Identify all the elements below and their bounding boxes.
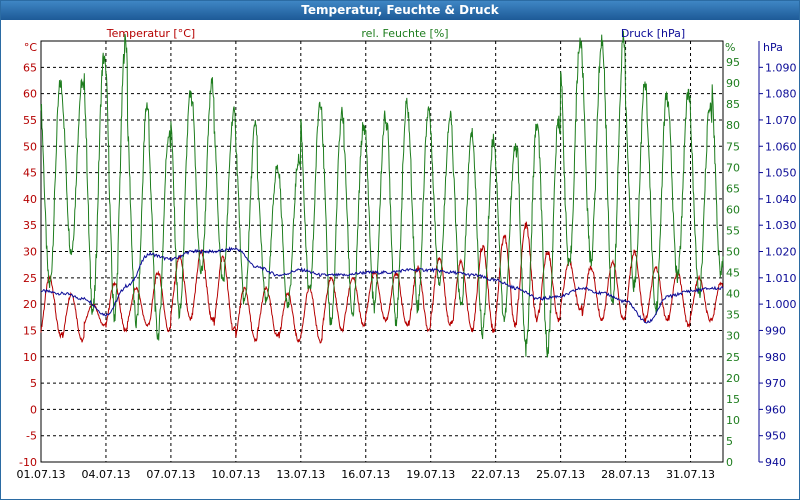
- temperature-unit-label: °C: [24, 41, 38, 54]
- humidity-tick-label: 15: [726, 393, 740, 406]
- temperature-tick-label: 65: [23, 61, 37, 74]
- pressure-tick-label: 1.070: [765, 114, 797, 127]
- pressure-tick-label: 1.050: [765, 167, 797, 180]
- chart-canvas: 01.07.13 04.07.13 07.07.13 10.07.13 13.07.13…: [17, 27, 797, 481]
- humidity-tick-label: 70: [726, 161, 740, 174]
- temperature-tick-label: 10: [23, 351, 37, 364]
- pressure-axis-title: Druck [hPa]: [621, 27, 685, 40]
- pressure-tick-label: 1.010: [765, 272, 797, 285]
- x-tick-label: 16.07.13: [341, 468, 390, 481]
- humidity-tick-label: 55: [726, 224, 740, 237]
- pressure-tick-label: 1.000: [765, 298, 797, 311]
- humidity-tick-label: 25: [726, 351, 740, 364]
- pressure-unit-label: hPa: [763, 41, 783, 54]
- pressure-tick-label: 940: [765, 456, 786, 469]
- humidity-tick-label: 30: [726, 330, 740, 343]
- grid: [40, 41, 723, 463]
- humidity-tick-label: 95: [726, 56, 740, 69]
- humidity-tick-label: 60: [726, 203, 740, 216]
- pressure-tick-label: 1.040: [765, 193, 797, 206]
- humidity-tick-label: 20: [726, 372, 740, 385]
- x-tick-label: 07.07.13: [146, 468, 195, 481]
- humidity-tick-label: 85: [726, 98, 740, 111]
- temperature-tick-label: 20: [23, 298, 37, 311]
- pressure-tick-label: 970: [765, 377, 786, 390]
- temperature-tick-label: 40: [23, 193, 37, 206]
- temperature-tick-label: 55: [23, 114, 37, 127]
- pressure-tick-label: 980: [765, 351, 786, 364]
- temperature-tick-label: 35: [23, 219, 37, 232]
- temperature-tick-label: 60: [23, 88, 37, 101]
- pressure-tick-label: 950: [765, 430, 786, 443]
- pressure-tick-label: 990: [765, 324, 786, 337]
- humidity-tick-label: 10: [726, 414, 740, 427]
- x-tick-label: 13.07.13: [276, 468, 325, 481]
- x-tick-label: 10.07.13: [211, 468, 260, 481]
- axis-ticks: 01.07.13 04.07.13 07.07.13 10.07.13 13.07.13…: [17, 56, 797, 481]
- pressure-tick-label: 1.020: [765, 246, 797, 259]
- humidity-tick-label: 65: [726, 182, 740, 195]
- x-tick-label: 25.07.13: [536, 468, 585, 481]
- temperature-tick-label: 45: [23, 167, 37, 180]
- humidity-tick-label: 80: [726, 119, 740, 132]
- temperature-axis-title: Temperatur [°C]: [106, 27, 195, 40]
- humidity-tick-label: 0: [726, 456, 733, 469]
- temperature-tick-label: 0: [30, 403, 37, 416]
- humidity-tick-label: 35: [726, 309, 740, 322]
- pressure-tick-label: 1.080: [765, 88, 797, 101]
- temperature-tick-label: 15: [23, 324, 37, 337]
- pressure-tick-label: 1.090: [765, 61, 797, 74]
- temperature-tick-label: 30: [23, 246, 37, 259]
- temperature-tick-label: -5: [26, 430, 37, 443]
- temperature-tick-label: 5: [30, 377, 37, 390]
- humidity-tick-label: 40: [726, 288, 740, 301]
- x-tick-label: 01.07.13: [17, 468, 66, 481]
- x-tick-label: 31.07.13: [666, 468, 715, 481]
- temperature-tick-label: -10: [19, 456, 37, 469]
- temperature-tick-label: 50: [23, 140, 37, 153]
- humidity-tick-label: 90: [726, 77, 740, 90]
- pressure-tick-label: 960: [765, 403, 786, 416]
- humidity-tick-label: 5: [726, 435, 733, 448]
- pressure-series-line: [40, 246, 724, 324]
- humidity-axis-title: rel. Feuchte [%]: [361, 27, 448, 40]
- x-tick-label: 04.07.13: [81, 468, 130, 481]
- humidity-tick-label: 45: [726, 267, 740, 280]
- temperature-series-line: [40, 221, 724, 344]
- humidity-tick-label: 50: [726, 246, 740, 259]
- humidity-unit-label: %: [725, 41, 735, 54]
- x-tick-label: 19.07.13: [406, 468, 455, 481]
- humidity-tick-label: 75: [726, 140, 740, 153]
- x-tick-label: 22.07.13: [471, 468, 520, 481]
- series-layer: [40, 30, 724, 358]
- window-title: Temperatur, Feuchte & Druck: [1, 1, 799, 20]
- x-tick-label: 28.07.13: [601, 468, 650, 481]
- temperature-tick-label: 25: [23, 272, 37, 285]
- humidity-series-line: [40, 30, 724, 358]
- pressure-tick-label: 1.030: [765, 219, 797, 232]
- pressure-tick-label: 1.060: [765, 140, 797, 153]
